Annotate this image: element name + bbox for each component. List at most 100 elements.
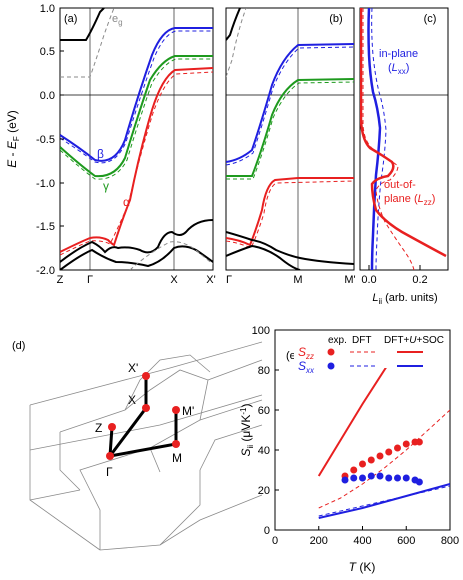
beta-band-dft <box>60 30 213 164</box>
kpoint-gamma: Γ <box>87 274 93 286</box>
panel-b-band-top <box>226 8 241 41</box>
legend-sxx-label: Sxx <box>298 359 315 375</box>
panel-b-red-band-dft <box>226 180 354 249</box>
data-point <box>402 474 410 482</box>
series-line <box>318 409 450 509</box>
panel-b-eg-band <box>226 8 247 78</box>
data-point <box>415 478 423 486</box>
energy-axis: 1.0 0.5 0.0 -0.5 -1.0 -1.5 -2.0 E - EF (… <box>5 3 64 277</box>
data-point <box>394 444 401 452</box>
data-point <box>376 472 384 480</box>
bz-label-x: X <box>128 393 136 407</box>
panel-b-blue-band-dft <box>226 46 354 166</box>
panel-c-label: (c) <box>424 13 437 25</box>
bz-point-mprime <box>172 406 180 414</box>
ytick-label: 20 <box>258 485 270 497</box>
energy-axis-label: E - EF (eV) <box>5 110 21 168</box>
panel-e-ylabel: Sii (μVK-1) <box>239 404 255 457</box>
bz-point-xprime <box>142 372 150 380</box>
panel-b-black-band-2 <box>226 244 301 270</box>
gamma-band-dft <box>60 58 213 180</box>
data-point <box>367 456 375 464</box>
ytick-label: 100 <box>252 325 270 337</box>
panel-d-label: (d) <box>12 340 25 352</box>
kpoint-b-m: M <box>293 274 302 286</box>
beta-band <box>60 27 213 162</box>
legend-szz-label: Szz <box>298 345 314 361</box>
panel-b-green-band-dft <box>226 81 354 180</box>
xtick-label: 200 <box>310 535 328 547</box>
legend-szz-marker <box>327 348 335 356</box>
ytick-1.0: 1.0 <box>40 3 55 15</box>
beta-label: β <box>97 147 104 161</box>
band-low-black-1 <box>60 219 213 263</box>
panel-c-frame <box>359 7 449 271</box>
kpoint-b-mprime: M' <box>344 274 355 286</box>
xtick-c-0.2: 0.2 <box>412 274 427 286</box>
bz-point-gamma <box>106 452 114 460</box>
legend-sxx-marker <box>327 362 335 370</box>
kpoint-xprime: X' <box>206 274 215 286</box>
legend-col-dft: DFT <box>352 335 371 346</box>
data-point <box>359 460 366 468</box>
ytick-label: 60 <box>258 405 270 417</box>
panel-b-kpoint-labels: Γ M M' <box>226 274 356 286</box>
bz-label-z: Z <box>95 421 102 435</box>
ytick-label: 80 <box>258 365 270 377</box>
panel-b-red-band <box>226 177 354 247</box>
bz-point-m <box>172 440 180 448</box>
xtick-label: 400 <box>353 535 371 547</box>
panel-c: (c) in-plane (Lxx) out-of- plane (Lzz) 0… <box>359 7 449 306</box>
panel-b-green-band <box>226 78 354 177</box>
xtick-c-0: 0.0 <box>361 274 376 286</box>
band-low-black-2 <box>60 245 213 270</box>
panel-a: (a) eg β γ α Z Γ X X' <box>57 7 216 286</box>
bz-path <box>108 376 178 458</box>
inplane-label-line1: in-plane <box>379 48 418 60</box>
ytick--0.5: -0.5 <box>36 134 55 146</box>
series-line <box>318 483 450 519</box>
kpoint-z: Z <box>57 274 64 286</box>
legend-col-dftu: DFT+U+SOC <box>384 335 444 346</box>
panel-b-frame <box>225 7 355 271</box>
panel-d: (d) X <box>12 340 263 551</box>
panel-c-xlabel: Lii (arb. units) <box>372 292 437 306</box>
ytick-label: 40 <box>258 445 270 457</box>
panel-a-label: (a) <box>64 13 77 25</box>
kpoint-x: X <box>170 274 178 286</box>
gamma-label: γ <box>103 179 109 193</box>
xtick-label: 0 <box>272 535 278 547</box>
alpha-band <box>60 67 213 253</box>
panel-e-points <box>341 438 423 486</box>
eg-label: eg <box>112 13 123 27</box>
panel-e-ticks: 0 200 400 600 800 0 20 40 60 80 100 <box>252 325 460 547</box>
panel-e-legend: exp. DFT DFT+U+SOC Szz Sxx <box>294 334 448 375</box>
bz-points <box>106 372 180 460</box>
alpha-label: α <box>123 195 130 209</box>
ytick--1.5: -1.5 <box>36 221 55 233</box>
data-point <box>341 476 349 484</box>
eg-band <box>60 8 115 78</box>
legend-col-exp: exp. <box>328 335 347 346</box>
panel-b-blue-band <box>226 43 354 163</box>
panel-a-frame <box>59 7 214 271</box>
lxx-curve <box>367 8 382 270</box>
bz-label-mprime: M' <box>182 404 194 418</box>
data-point <box>402 440 410 448</box>
data-point <box>359 474 366 482</box>
bz-point-z <box>108 423 116 431</box>
bz-label-gamma: Γ <box>106 465 113 479</box>
gamma-band <box>60 55 213 178</box>
data-point <box>367 472 375 480</box>
panel-a-kpoint-labels: Z Γ X X' <box>57 274 216 286</box>
ytick-label: 0 <box>264 525 270 537</box>
data-point <box>415 438 423 446</box>
outplane-label-line1: out-of- <box>384 179 416 191</box>
lxx-curve-dft <box>371 8 387 270</box>
lzz-curve-dft <box>362 8 415 270</box>
panel-e-xlabel: T (K) <box>349 560 376 574</box>
data-point <box>385 448 393 456</box>
data-point <box>385 474 393 482</box>
